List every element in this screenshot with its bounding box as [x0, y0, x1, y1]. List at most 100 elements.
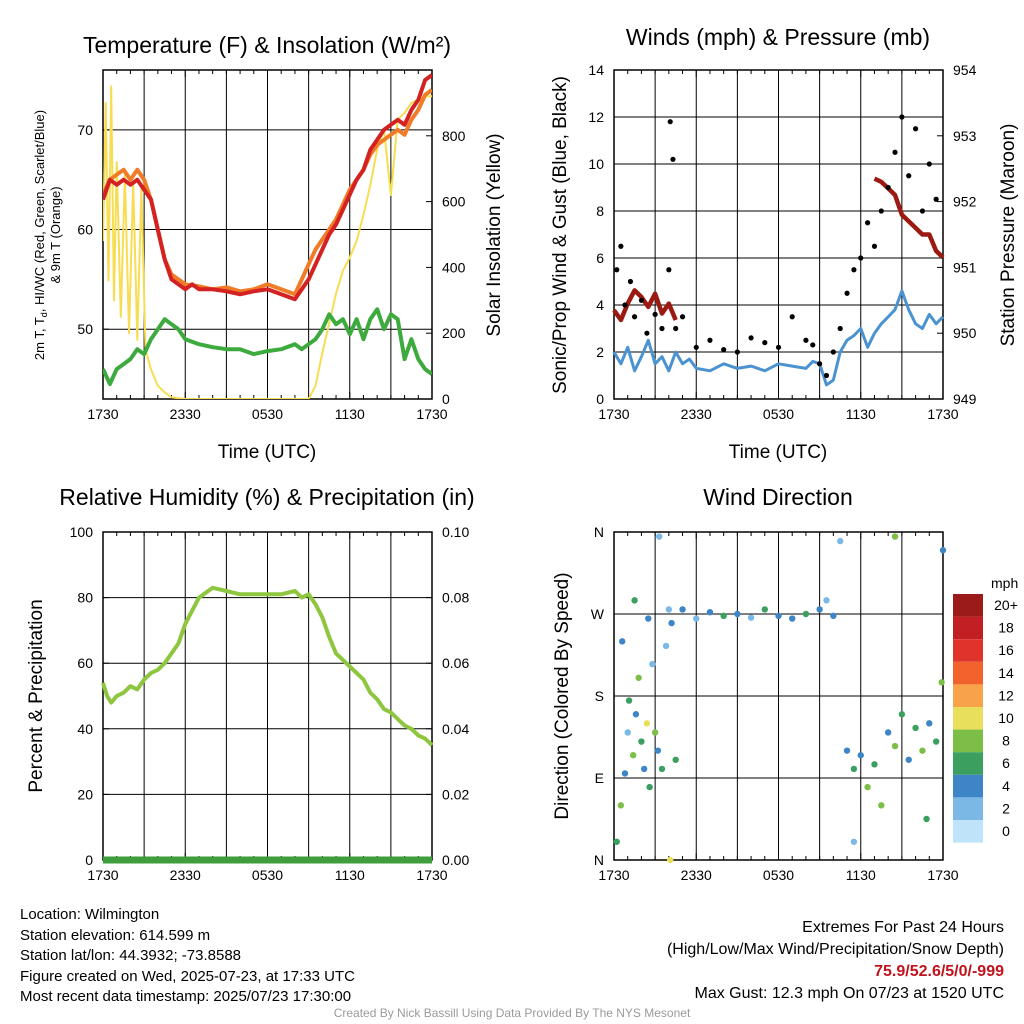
speed-legend: mph 20+ 18 16 14 12 10 8 6 4 2 0: [953, 575, 1018, 843]
wind-xlabel: Time (UTC): [729, 442, 828, 463]
gust-point: [762, 340, 768, 346]
wind-ytick-right-label: 953: [953, 128, 977, 144]
wind-ytick-label: 0: [596, 391, 604, 407]
gust-point: [679, 314, 686, 320]
dir-xtick-label: 1130: [846, 867, 876, 883]
direction-point: [939, 547, 947, 554]
gust-point: [892, 149, 898, 155]
gust-point: [837, 325, 843, 332]
info-created: Figure created on Wed, 2025-07-23, at 17…: [20, 967, 355, 985]
gust-point: [803, 337, 809, 343]
direction-point: [747, 614, 755, 621]
dir-ytick-label: W: [591, 606, 605, 622]
direction-point: [938, 679, 945, 686]
direction-point: [679, 606, 686, 613]
gust-point: [666, 267, 672, 273]
direction-point: [857, 752, 864, 759]
direction-point: [823, 597, 830, 604]
direction-point: [706, 608, 714, 616]
dir-xtick-label: 2330: [681, 867, 712, 883]
wind-xtick-label: 2330: [681, 406, 712, 422]
dir-xtick-label: 1730: [927, 867, 958, 883]
direction-point: [632, 711, 640, 718]
gust-point: [899, 114, 905, 120]
gust-point: [810, 342, 816, 348]
legend-swatch: [953, 594, 983, 617]
direction-point: [761, 606, 768, 613]
direction-point: [789, 615, 796, 622]
direction-point: [640, 765, 648, 773]
rh-ytick-right-label: 0.06: [442, 655, 469, 671]
station-info: Location: Wilmington Station elevation: …: [20, 905, 355, 1008]
direction-point: [662, 642, 670, 650]
gust-point: [652, 311, 658, 317]
legend-swatch: [953, 797, 983, 820]
temp-xtick-label: 1730: [416, 406, 447, 422]
credit-line: Created By Nick Bassill Using Data Provi…: [333, 1006, 691, 1020]
extremes-gust: Max Gust: 12.3 mph On 07/23 at 1520 UTC: [694, 985, 1005, 1002]
dir-xtick-label: 0530: [763, 867, 794, 883]
rh-series: [101, 585, 434, 747]
gust-point: [871, 243, 878, 249]
gust-point: [926, 161, 932, 167]
legend-label: 4: [1002, 778, 1010, 794]
gust-point: [885, 184, 891, 191]
direction-point: [638, 738, 645, 745]
info-location: Location: Wilmington: [20, 906, 160, 923]
direction-point: [802, 610, 810, 618]
rh-ytick-right-label: 0.10: [442, 524, 469, 540]
legend-swatch: [953, 729, 983, 753]
rh-ytick-right-label: 0.04: [442, 721, 469, 737]
wind-ytick-label: 2: [596, 344, 604, 360]
direction-point: [693, 615, 700, 622]
gust-point: [851, 267, 857, 273]
direction-point: [617, 802, 625, 809]
wind-xtick-label: 0530: [763, 406, 794, 422]
legend-swatch: [953, 707, 983, 730]
rh-ytick-label: 60: [77, 655, 93, 671]
direction-point: [871, 761, 878, 768]
direction-point: [629, 752, 637, 759]
dir-xtick-label: 1730: [598, 867, 629, 883]
legend-label: 20+: [994, 597, 1018, 613]
gust-point: [906, 173, 912, 179]
rh-ytick-right-label: 0.08: [442, 590, 469, 606]
direction-point: [850, 765, 858, 773]
direction-point: [830, 612, 837, 620]
gust-point: [670, 156, 676, 162]
dir-ytick-label: N: [594, 524, 604, 540]
gust-point: [933, 196, 939, 202]
wind-ytick-right-label: 951: [953, 259, 977, 275]
temp-ylabel-part2: , HI/WC (Red, Green, Scarlet/Blue): [32, 110, 47, 312]
wind-xtick-label: 1130: [846, 406, 876, 422]
gust-point: [707, 337, 713, 343]
gust-point: [844, 290, 850, 296]
legend-label: 14: [998, 665, 1014, 681]
temp-series-temp: [103, 73, 432, 302]
wind-ytick-label: 6: [596, 250, 604, 266]
temp-xtick-label: 2330: [170, 406, 201, 422]
temp-series-dewpoint: [103, 307, 432, 386]
temp-ytick-right-label: 800: [442, 128, 466, 144]
rh-ylabel-left: Percent & Precipitation: [26, 599, 47, 792]
direction-point: [651, 729, 659, 736]
gust-point: [734, 349, 740, 355]
extremes-description: (High/Low/Max Wind/Precipitation/Snow De…: [666, 941, 1004, 958]
wind-ylabel-left: Sonic/Prop Wind & Gust (Blue, Black): [550, 76, 571, 394]
pressure-series-late: [873, 176, 945, 260]
temp-xtick-label: 1130: [335, 406, 365, 422]
gust-point: [638, 297, 645, 303]
legend-label: 8: [1002, 733, 1010, 749]
temp-ylabel-left: 2m T, Td, HI/WC (Red, Green, Scarlet/Blu…: [32, 110, 63, 360]
rh-ytick-label: 40: [77, 721, 93, 737]
direction-point: [646, 783, 653, 791]
direction-point: [624, 729, 631, 736]
temp-xlabel: Time (UTC): [218, 442, 317, 463]
rh-plot: 1730 2330 0530 1130 17300204060801000.000.02…: [70, 524, 470, 883]
direction-point: [816, 606, 823, 613]
gust-point: [912, 126, 919, 132]
info-elevation: Station elevation: 614.599 m: [20, 926, 211, 944]
wind-ytick-label: 12: [588, 109, 604, 125]
rh-ytick-right-label: 0.00: [442, 852, 469, 868]
